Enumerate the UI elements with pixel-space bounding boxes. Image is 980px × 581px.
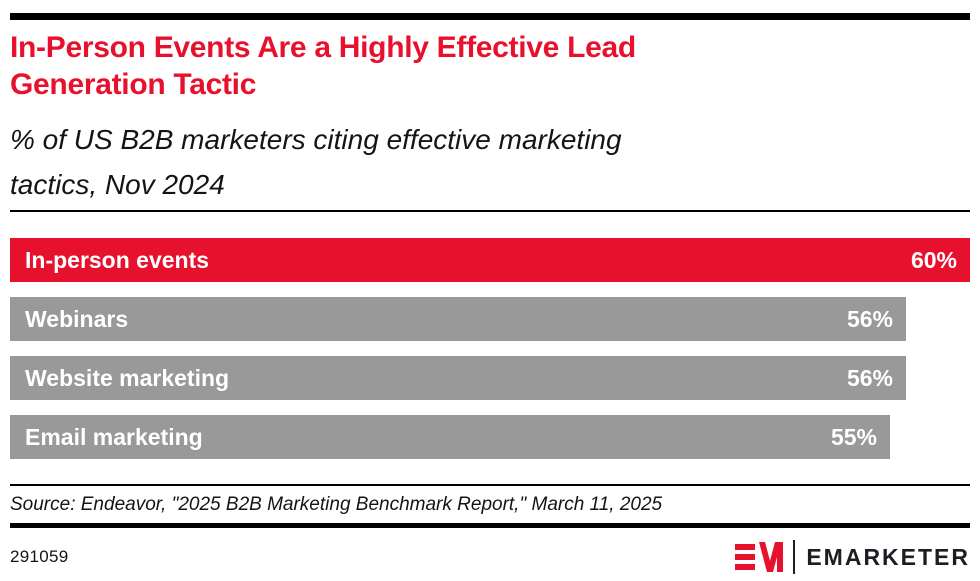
footer: 291059 EMARKETER bbox=[10, 540, 970, 574]
source-divider-rule bbox=[10, 484, 970, 486]
chart-title: In-Person Events Are a Highly Effective … bbox=[10, 31, 636, 101]
bar-value-label: 55% bbox=[830, 423, 877, 450]
bar-category-label: Webinars bbox=[25, 305, 129, 332]
bar-value-label: 56% bbox=[846, 305, 893, 332]
bar-value-label: 56% bbox=[846, 364, 893, 391]
bar-category-label: Website marketing bbox=[25, 364, 230, 391]
bar-value-label: 60% bbox=[910, 246, 957, 273]
emarketer-logo: EMARKETER bbox=[735, 540, 970, 574]
bar-row: Webinars 56% bbox=[10, 297, 906, 341]
bar-row: Email marketing 55% bbox=[10, 415, 890, 459]
top-rule bbox=[10, 13, 970, 20]
bar-category-label: Email marketing bbox=[25, 423, 203, 450]
chart-number: 291059 bbox=[10, 547, 69, 566]
header-divider-rule bbox=[10, 210, 970, 212]
chart-subtitle: % of US B2B marketers citing effective m… bbox=[10, 124, 622, 200]
footer-rule bbox=[10, 523, 970, 528]
source-note: Source: Endeavor, "2025 B2B Marketing Be… bbox=[10, 494, 663, 515]
bar-chart: In-person events 60% Webinars 56% Websit… bbox=[10, 238, 970, 459]
emarketer-wordmark: EMARKETER bbox=[806, 543, 970, 570]
bar-category-label: In-person events bbox=[25, 246, 210, 273]
bar-row: In-person events 60% bbox=[10, 238, 970, 282]
bar-row: Website marketing 56% bbox=[10, 356, 906, 400]
logo-divider bbox=[793, 540, 796, 574]
emarketer-em-monogram-icon bbox=[735, 542, 784, 572]
